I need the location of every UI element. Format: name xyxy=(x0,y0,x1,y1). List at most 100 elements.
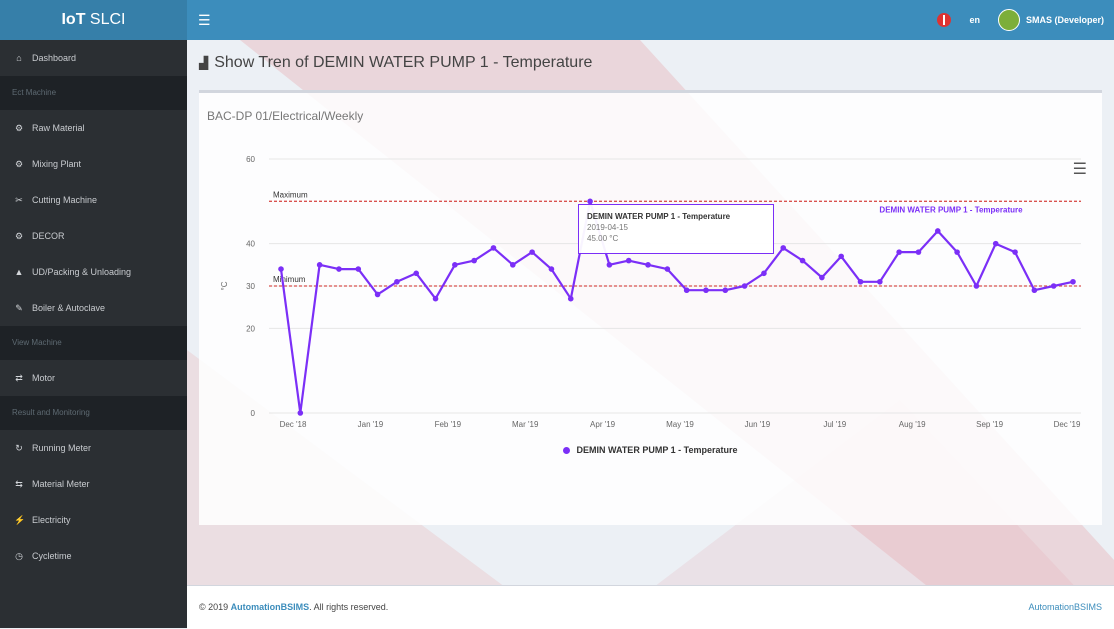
x-tick-label: Dec '19 xyxy=(1054,420,1081,429)
chart-icon: ▟ xyxy=(199,56,209,70)
data-point xyxy=(664,266,671,272)
top-navbar: IoT SLCI ☰ en SMAS (Developer) xyxy=(0,0,1114,40)
sidebar-item-cycletime[interactable]: ◷ Cycletime xyxy=(0,538,187,574)
packing-icon: ▲ xyxy=(14,267,24,277)
x-tick-label: Jun '19 xyxy=(745,420,771,429)
avatar[interactable] xyxy=(997,9,1020,31)
data-point xyxy=(703,287,709,294)
data-point xyxy=(316,262,323,268)
footer-suffix: . All rights reserved. xyxy=(309,602,389,612)
sidebar-item-motor[interactable]: ⇄ Motor xyxy=(0,360,187,396)
chart-legend[interactable]: DEMIN WATER PUMP 1 - Temperature xyxy=(199,445,1102,455)
sidebar-item-label: Motor xyxy=(32,373,56,383)
data-point xyxy=(336,266,342,272)
data-point xyxy=(934,228,941,234)
sidebar-item-dashboard[interactable]: ⌂ Dashboard xyxy=(0,40,187,76)
data-point xyxy=(567,295,574,302)
x-tick-label: Aug '19 xyxy=(899,420,926,429)
sidebar-item-electricity[interactable]: ⚡ Electricity xyxy=(0,502,187,538)
tooltip-title: DEMIN WATER PUMP 1 - Temperature xyxy=(587,212,731,221)
sidebar-item-raw-material[interactable]: ⚙ Raw Material xyxy=(0,110,187,146)
main-content: ▟ Show Tren of DEMIN WATER PUMP 1 - Tempe… xyxy=(187,40,1114,585)
x-tick-label: Jan '19 xyxy=(358,420,384,429)
sidebar-item-boiler-autoclave[interactable]: ✎ Boiler & Autoclave xyxy=(0,290,187,326)
sidebar-menu: ⌂ Dashboard Ect Machine ⚙ Raw Material ⚙ Mixin… xyxy=(0,40,187,574)
hamburger-icon[interactable]: ☰ xyxy=(198,12,211,28)
x-tick-label: Dec '18 xyxy=(280,420,307,429)
footer-brand-link[interactable]: AutomationBSIMS xyxy=(230,602,310,612)
footer: © 2019 AutomationBSIMS. All rights reser… xyxy=(187,585,1114,629)
data-point xyxy=(529,249,535,255)
data-point xyxy=(278,266,284,272)
x-tick-label: Feb '19 xyxy=(435,420,462,429)
sidebar-item-running-meter[interactable]: ↻ Running Meter xyxy=(0,430,187,466)
data-point xyxy=(877,278,883,285)
data-point xyxy=(471,257,477,264)
y-tick-label: 40 xyxy=(246,240,255,249)
sidebar-item-decor[interactable]: ⚙ DECOR xyxy=(0,218,187,254)
motor-icon: ⇄ xyxy=(15,372,23,383)
sidebar-item-ud-packing-unloading[interactable]: ▲ UD/Packing & Unloading xyxy=(0,254,187,290)
y-tick-label: 0 xyxy=(251,409,256,418)
footer-prefix: © 2019 xyxy=(199,602,229,612)
footer-copyright: © 2019 AutomationBSIMS. All rights reser… xyxy=(199,602,388,612)
x-tick-label: Jul '19 xyxy=(823,420,846,429)
trend-chart: 0 20 30 40 60 °C Maximum Minimum Dec '18 Jan '19 F… xyxy=(220,155,1081,429)
sidebar-item-cutting-machine[interactable]: ✂ Cutting Machine xyxy=(0,182,187,218)
sidebar-item-label: Cutting Machine xyxy=(32,195,98,205)
user-name[interactable]: SMAS (Developer) xyxy=(1025,15,1104,25)
page-title: ▟ Show Tren of DEMIN WATER PUMP 1 - Tempe… xyxy=(199,54,592,72)
language-label[interactable]: en xyxy=(969,15,980,25)
data-point xyxy=(452,262,458,268)
data-point xyxy=(915,249,922,255)
data-point xyxy=(896,249,902,255)
footer-right-link[interactable]: AutomationBSIMS xyxy=(1028,602,1102,612)
tooltip-value: 45.00 °C xyxy=(587,234,619,243)
data-point xyxy=(761,270,767,277)
data-point xyxy=(432,295,439,302)
data-point xyxy=(510,262,516,268)
data-point xyxy=(625,257,632,264)
sidebar-section-header: Result and Monitoring xyxy=(0,396,187,430)
data-point xyxy=(490,245,497,251)
sidebar-item-label: Electricity xyxy=(32,515,71,525)
data-point xyxy=(799,257,806,264)
x-tick-label: Apr '19 xyxy=(590,420,616,429)
sidebar-item-material-meter[interactable]: ⇆ Material Meter xyxy=(0,466,187,502)
data-point xyxy=(355,266,362,272)
series-label: DEMIN WATER PUMP 1 - Temperature xyxy=(879,205,1023,214)
material-meter-icon: ⇆ xyxy=(15,478,23,489)
series-line xyxy=(279,200,1074,415)
y-tick-label: 20 xyxy=(246,324,255,333)
data-point xyxy=(819,274,825,281)
cycletime-icon: ◷ xyxy=(15,550,23,561)
data-point xyxy=(374,291,381,298)
sidebar-item-label: Cycletime xyxy=(32,551,72,561)
data-point xyxy=(992,240,999,247)
sidebar-item-label: Running Meter xyxy=(32,443,92,453)
dashboard-icon: ⌂ xyxy=(16,53,22,63)
data-point xyxy=(857,278,864,285)
flag-icon[interactable] xyxy=(937,13,952,27)
data-point xyxy=(1012,249,1018,255)
chart-menu-icon[interactable]: ☰ xyxy=(1072,161,1087,178)
y-tick-label: 60 xyxy=(246,155,255,164)
data-point xyxy=(413,270,420,277)
sidebar-item-label: Material Meter xyxy=(32,479,90,489)
sidebar-item-label: Mixing Plant xyxy=(32,159,82,169)
x-tick-label: Mar '19 xyxy=(512,420,539,429)
data-point xyxy=(954,249,960,255)
data-point xyxy=(1050,283,1057,289)
app-logo[interactable]: IoT SLCI xyxy=(0,0,187,40)
data-point xyxy=(838,253,844,260)
data-point xyxy=(297,410,304,416)
threshold-label: Minimum xyxy=(273,275,306,284)
data-point xyxy=(722,287,729,294)
x-tick-label: May '19 xyxy=(666,420,694,429)
cutting-icon: ✂ xyxy=(15,194,23,205)
electricity-icon: ⚡ xyxy=(14,514,26,525)
sidebar-section-header: View Machine xyxy=(0,326,187,360)
y-axis-label: °C xyxy=(220,281,229,290)
sidebar-item-mixing-plant[interactable]: ⚙ Mixing Plant xyxy=(0,146,187,182)
sidebar-item-label: Boiler & Autoclave xyxy=(32,303,106,313)
